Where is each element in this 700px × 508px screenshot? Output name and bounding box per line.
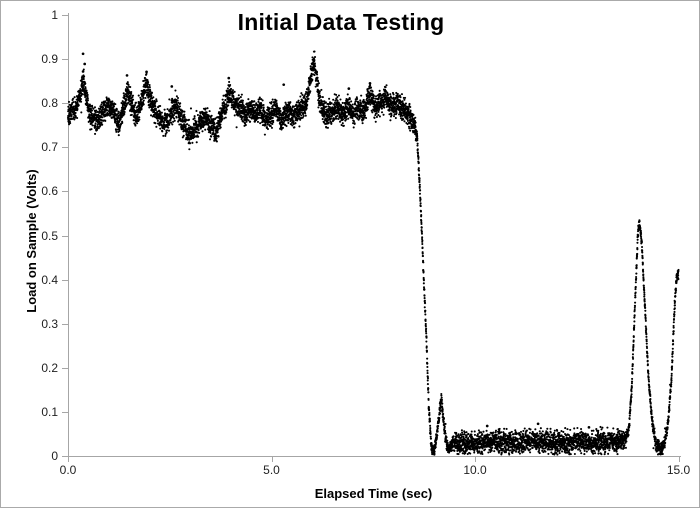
x-tick-label: 10.0 <box>463 463 487 477</box>
y-tick-label: 0.1 <box>41 404 58 419</box>
y-tick-label: 0.4 <box>41 272 58 287</box>
y-tick-label: 0.9 <box>41 52 58 67</box>
x-axis-title: Elapsed Time (sec) <box>314 486 433 501</box>
y-tick-label: 0.5 <box>41 228 58 243</box>
x-tick-label: 0.0 <box>59 463 77 477</box>
chart-title: Initial Data Testing <box>237 9 445 35</box>
y-tick-label: 1 <box>51 8 58 22</box>
y-tick-label: 0.3 <box>41 316 58 331</box>
y-tick-label: 0.2 <box>41 360 58 375</box>
y-tick-label: 0.8 <box>41 96 58 111</box>
y-tick-label: 0.7 <box>41 140 58 155</box>
x-tick-label: 5.0 <box>263 463 280 477</box>
y-tick-label: 0 <box>51 449 58 463</box>
x-tick-label: 15.0 <box>666 463 691 477</box>
y-tick-label: 0.6 <box>41 184 58 199</box>
